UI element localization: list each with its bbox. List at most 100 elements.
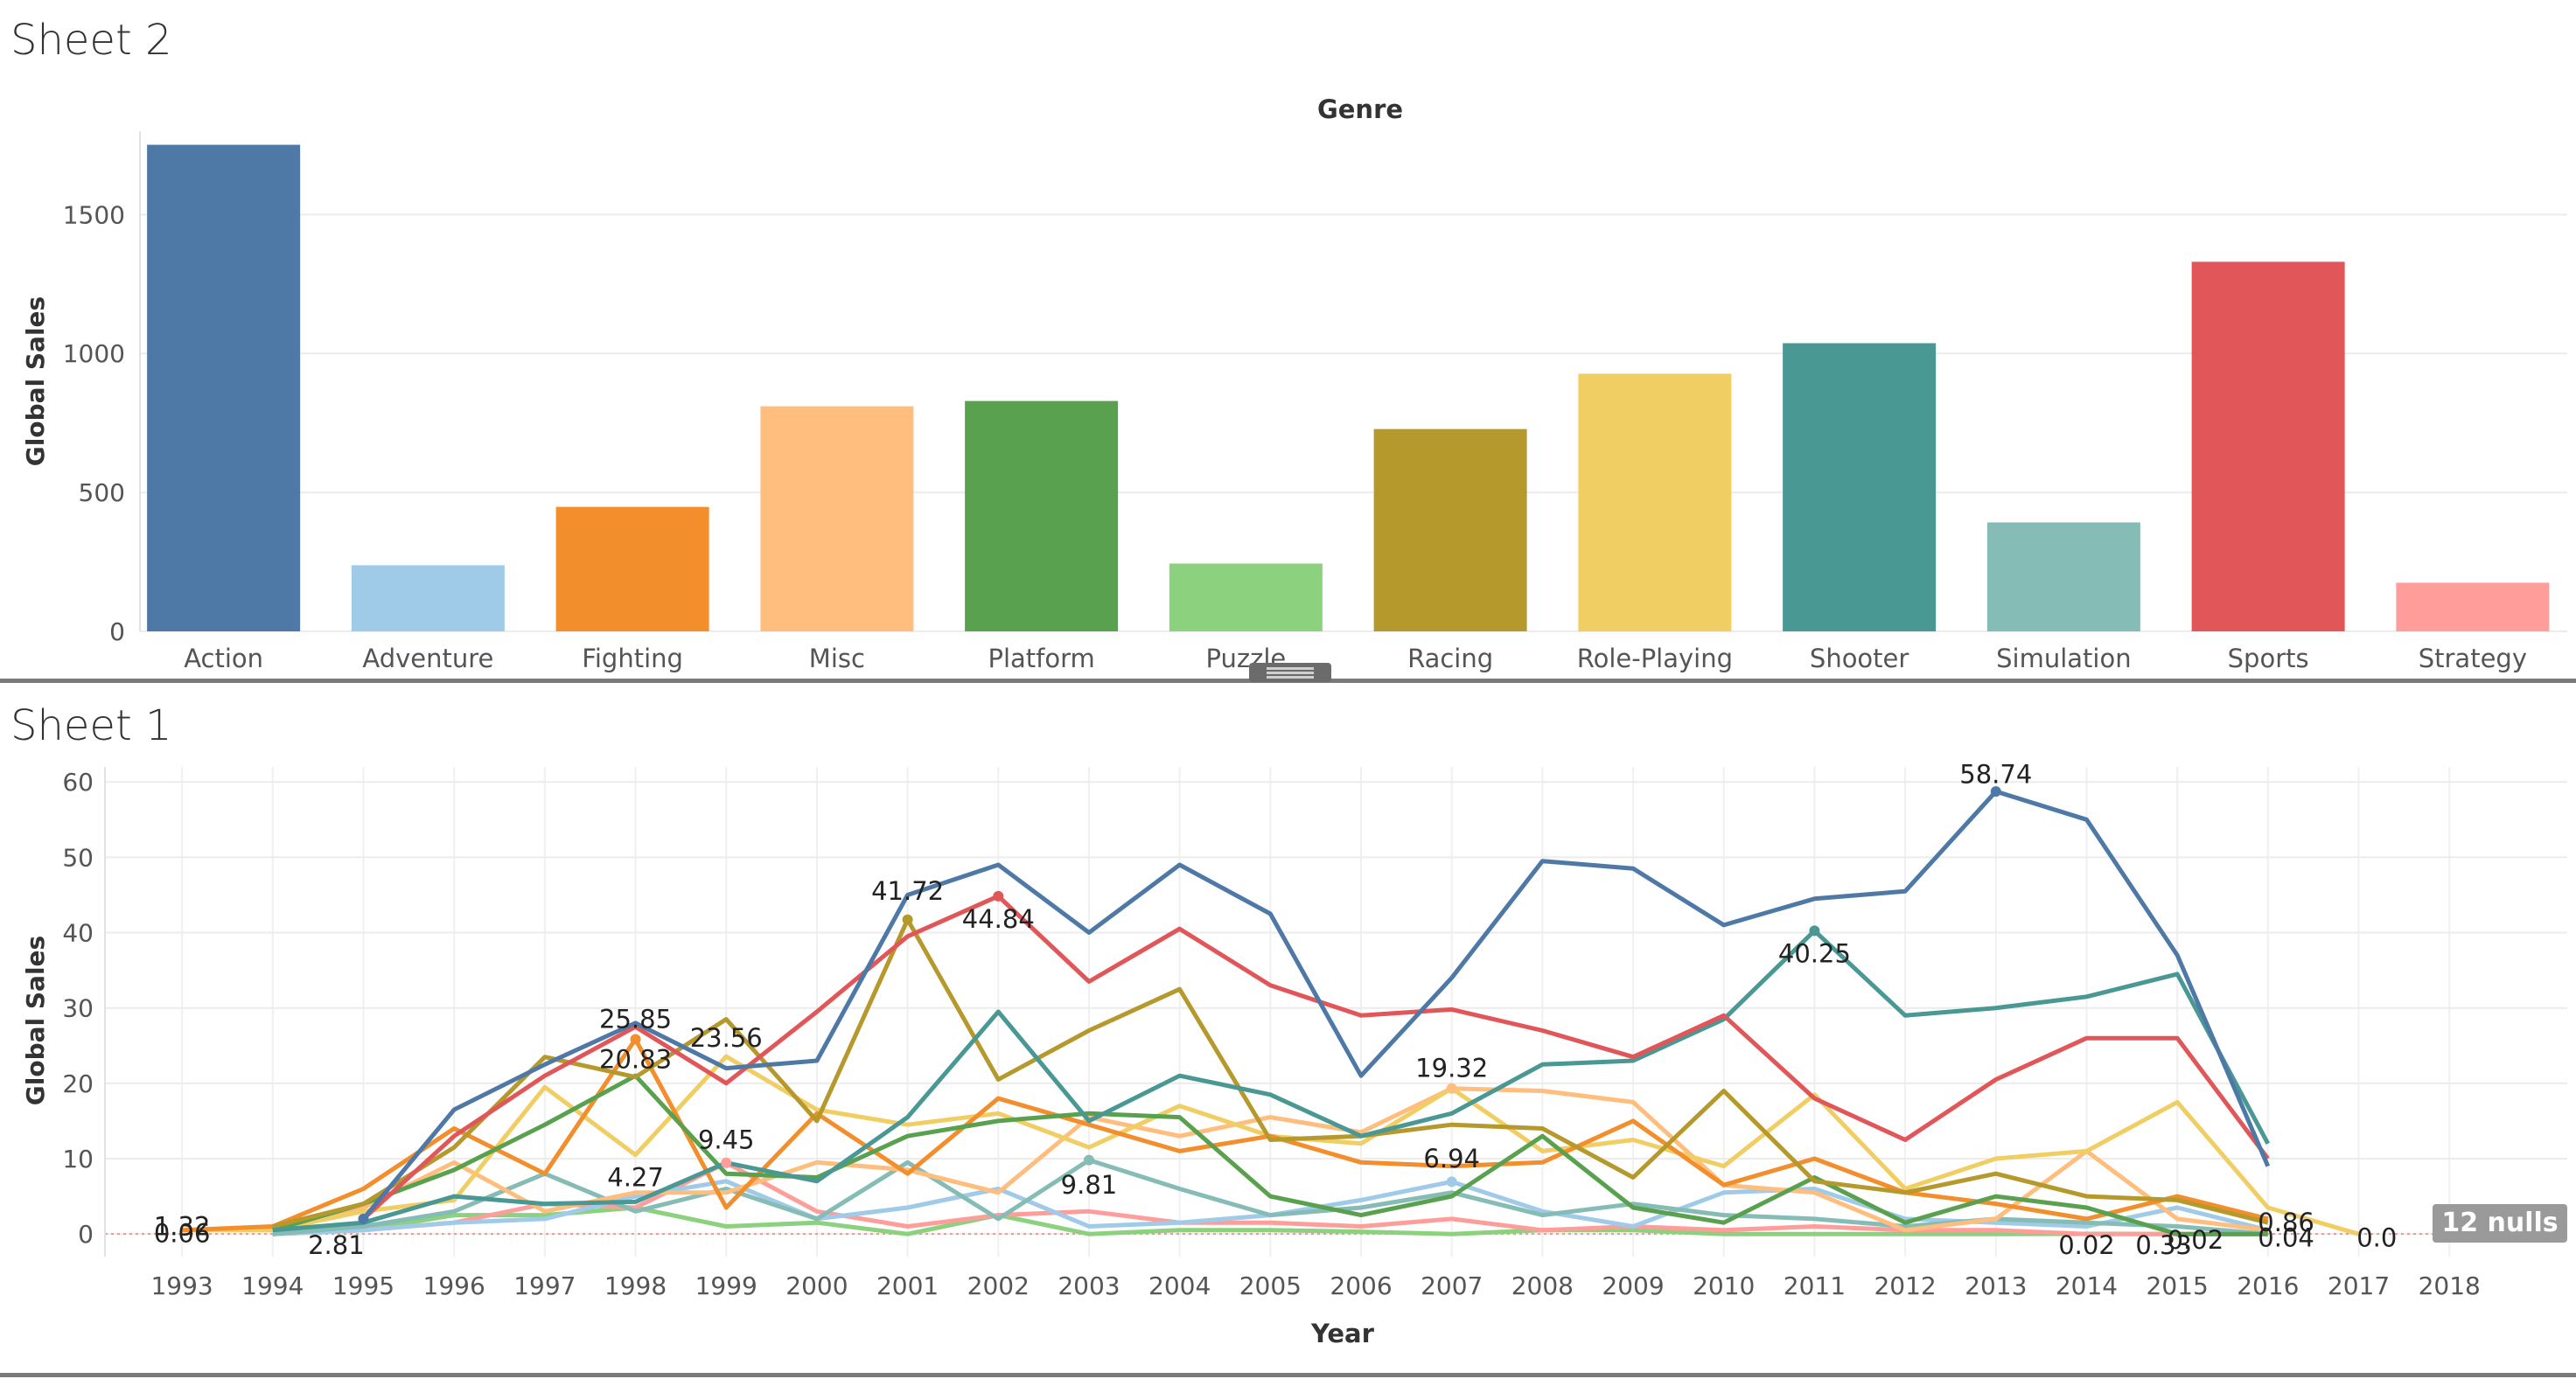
sheet-2-title: Sheet 2 [10, 16, 172, 65]
line-series-shooter [272, 928, 2271, 1233]
line-data-label: 0.0 [2356, 1222, 2397, 1252]
line-x-tick-label: 2014 [2056, 1271, 2118, 1300]
line-y-tick-label: 60 [62, 768, 94, 797]
bar-chart: Genre Global Sales 0 500 1000 1500 Action Adven… [21, 94, 2567, 673]
line-data-label: 0.86 [2258, 1208, 2314, 1237]
line-x-axis-label: Year [1310, 1319, 1375, 1348]
line-y-tick-label: 10 [62, 1145, 94, 1174]
line-data-label: 9.45 [698, 1125, 755, 1154]
line-x-tick-label: 2001 [876, 1271, 939, 1300]
resize-handle-icon[interactable] [1249, 663, 1331, 682]
line-x-tick-label: 2010 [1693, 1271, 1755, 1300]
bar-category-label: Action [184, 644, 263, 673]
bar-y-tick-label: 500 [79, 478, 125, 507]
line-data-label: 41.72 [871, 876, 944, 906]
line-data-label: 4.27 [607, 1163, 664, 1193]
line-x-tick-label: 2002 [967, 1271, 1030, 1300]
sheet-1-title: Sheet 1 [10, 701, 172, 750]
line-x-tick-label: 2013 [1965, 1271, 2027, 1300]
line-data-label: 40.25 [1778, 939, 1851, 969]
line-x-tick-label: 2009 [1602, 1271, 1664, 1300]
bar-category-label: Adventure [362, 644, 493, 673]
line-data-label: 19.32 [1415, 1054, 1488, 1083]
line-x-tick-label: 1995 [332, 1271, 394, 1300]
line-point-fighting [630, 1034, 641, 1045]
bar-category-label: Shooter [1810, 644, 1909, 673]
line-data-label: 0.06 [154, 1218, 211, 1248]
line-data-label: 9.81 [1061, 1170, 1118, 1200]
line-data-label: 0.04 [2258, 1222, 2314, 1252]
bar-category-label: Sports [2228, 644, 2309, 673]
line-data-label: 25.85 [599, 1005, 672, 1034]
line-x-tick-label: 1994 [241, 1271, 304, 1300]
line-x-tick-label: 2008 [1511, 1271, 1574, 1300]
line-series-action [361, 789, 2271, 1221]
line-series-strategy [272, 1160, 2268, 1236]
line-x-tick-label: 2016 [2237, 1271, 2299, 1300]
line-data-label: 20.83 [599, 1044, 672, 1074]
line-point-racing [902, 914, 913, 925]
line-data-label: 6.94 [1423, 1144, 1480, 1174]
bar-chart-title: Genre [1317, 94, 1403, 124]
line-data-label: 58.74 [1959, 760, 2032, 790]
line-y-tick-label: 50 [62, 843, 94, 872]
line-x-tick-label: 2005 [1239, 1271, 1302, 1300]
line-data-label: 0.33 [2135, 1230, 2192, 1260]
line-x-tick-label: 2018 [2419, 1271, 2481, 1300]
line-series-platform [272, 1073, 2268, 1236]
line-x-tick-label: 2003 [1058, 1271, 1120, 1300]
line-series-fighting [181, 1036, 2269, 1233]
bar-y-tick-label: 1000 [63, 339, 125, 368]
line-y-axis-label: Global Sales [21, 936, 50, 1105]
line-x-tick-label: 1997 [513, 1271, 576, 1300]
bar-role-playing [1578, 373, 1732, 631]
bar-simulation [1986, 522, 2140, 631]
line-point-adventure [1446, 1176, 1457, 1187]
bar-platform [965, 400, 1119, 631]
line-data-label: 0.02 [2168, 1225, 2224, 1255]
bar-category-label: Racing [1407, 644, 1493, 673]
line-y-tick-label: 20 [62, 1069, 94, 1098]
line-x-tick-label: 1998 [604, 1271, 667, 1300]
line-point-sports [993, 890, 1004, 902]
line-x-tick-label: 1993 [150, 1271, 213, 1300]
line-x-tick-label: 2004 [1148, 1271, 1211, 1300]
line-data-label: 23.56 [690, 1023, 763, 1053]
line-data-label: 44.84 [962, 904, 1035, 934]
bar-category-label: Simulation [1996, 644, 2131, 673]
line-point-shooter [1809, 925, 1820, 937]
line-x-tick-label: 2012 [1874, 1271, 1936, 1300]
line-data-label: 1.32 [154, 1212, 211, 1242]
bar-category-label: Role-Playing [1577, 644, 1733, 673]
bar-y-axis-label: Global Sales [21, 296, 50, 466]
bar-category-label: Fighting [582, 644, 683, 673]
line-series-puzzle [272, 1205, 2268, 1236]
line-x-tick-label: 2006 [1330, 1271, 1392, 1300]
line-point-simulation [1083, 1154, 1094, 1166]
bar-shooter [1783, 343, 1937, 631]
line-series-misc [272, 1086, 2269, 1233]
bar-y-tick-label: 1500 [63, 200, 125, 229]
line-x-tick-label: 2007 [1421, 1271, 1483, 1300]
bar-misc [760, 406, 914, 631]
bottom-divider [0, 1373, 2576, 1377]
bar-strategy [2396, 582, 2550, 631]
bar-sports [2191, 261, 2345, 631]
line-y-tick-label: 30 [62, 994, 94, 1023]
line-y-tick-label: 40 [62, 919, 94, 948]
line-data-label: 2.81 [308, 1230, 365, 1260]
line-point-action [358, 1213, 369, 1224]
bar-fighting [555, 506, 709, 631]
bar-adventure [351, 565, 505, 631]
bar-puzzle [1169, 563, 1323, 631]
nulls-badge[interactable]: 12 nulls [2433, 1204, 2567, 1243]
bar-category-label: Platform [988, 644, 1094, 673]
bar-y-tick-label: 0 [109, 617, 125, 646]
line-x-tick-label: 1996 [423, 1271, 485, 1300]
line-point-action [1990, 786, 2001, 797]
line-point-strategy [721, 1157, 732, 1168]
bar-category-label: Misc [809, 644, 865, 673]
line-y-tick-label: 0 [78, 1220, 94, 1249]
line-x-tick-label: 2015 [2147, 1271, 2209, 1300]
bar-action [147, 144, 301, 631]
